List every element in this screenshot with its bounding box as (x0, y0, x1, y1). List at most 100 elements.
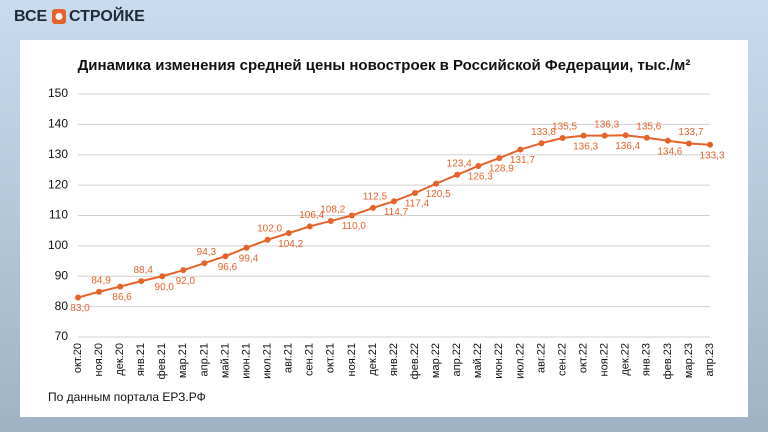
data-label: 104,2 (278, 239, 303, 250)
y-tick-label: 140 (48, 117, 68, 131)
y-tick-label: 70 (55, 329, 69, 343)
data-point (96, 288, 103, 295)
data-label: 102,0 (257, 223, 282, 234)
data-point (75, 294, 81, 301)
x-tick-label: ноя.20 (93, 343, 105, 376)
x-tick-label: мар.23 (683, 343, 695, 378)
x-tick-label: мар.21 (177, 343, 189, 378)
x-tick-label: май.21 (219, 343, 231, 378)
data-point (264, 236, 271, 243)
data-point (369, 204, 376, 211)
x-tick-label: янв.23 (641, 343, 653, 376)
data-point (707, 141, 713, 148)
data-point (348, 212, 355, 219)
data-label: 112,5 (363, 192, 388, 203)
data-label: 86,6 (112, 292, 132, 303)
data-point (412, 190, 419, 197)
data-label: 133,7 (678, 127, 703, 138)
source-note: По данным портала ЕРЗ.РФ (48, 390, 206, 404)
data-label: 133,3 (699, 150, 724, 161)
data-label: 136,4 (615, 141, 640, 152)
logo-left: ВСЕ (14, 8, 48, 25)
data-point (285, 230, 292, 237)
data-point (243, 244, 250, 251)
x-tick-label: окт.20 (72, 343, 84, 373)
data-point (117, 283, 124, 290)
x-tick-label: янв.21 (135, 343, 147, 376)
data-point (538, 140, 545, 147)
data-point (159, 273, 166, 280)
x-tick-label: мар.22 (430, 343, 442, 378)
x-tick-label: июн.21 (240, 343, 252, 379)
data-label: 106,4 (299, 210, 324, 221)
data-point (306, 223, 313, 230)
data-point (433, 180, 440, 187)
x-tick-label: сен.21 (304, 343, 316, 376)
data-label: 126,3 (468, 172, 493, 183)
data-label: 83,0 (70, 303, 90, 314)
data-label: 133,8 (531, 127, 556, 138)
data-label: 88,4 (133, 265, 153, 276)
data-point (180, 267, 187, 274)
y-tick-label: 130 (48, 147, 68, 161)
data-point (622, 132, 629, 139)
x-tick-label: фев.23 (662, 343, 674, 379)
data-point (222, 253, 229, 260)
data-point (201, 260, 208, 267)
x-tick-label: ноя.21 (346, 343, 358, 376)
data-label: 94,3 (197, 247, 217, 258)
x-tick-label: фев.22 (409, 343, 421, 379)
logo-mark-hole (55, 13, 63, 20)
x-tick-label: дек.20 (114, 343, 126, 376)
data-point (559, 135, 566, 142)
data-label: 123,4 (447, 158, 472, 169)
data-label: 131,7 (510, 155, 535, 166)
y-tick-label: 110 (49, 208, 68, 222)
data-label: 96,6 (218, 262, 238, 273)
data-point (391, 198, 397, 205)
data-label: 90,0 (155, 282, 175, 293)
y-tick-label: 150 (48, 86, 68, 100)
y-tick-label: 120 (48, 177, 68, 191)
data-label: 135,5 (552, 122, 577, 133)
data-point (601, 132, 608, 139)
data-label: 128,9 (489, 164, 514, 175)
y-tick-label: 90 (55, 268, 69, 282)
data-label: 108,2 (320, 205, 345, 216)
y-tick-label: 100 (48, 238, 68, 252)
x-tick-label: окт.21 (325, 343, 337, 373)
data-point (138, 278, 145, 285)
x-tick-label: июл.22 (514, 343, 526, 379)
logo-right: СТРОЙКЕ (69, 6, 145, 25)
x-tick-label: июн.22 (493, 343, 505, 379)
x-tick-label: янв.22 (388, 343, 400, 376)
data-label: 117,4 (405, 199, 430, 210)
x-tick-label: май.22 (472, 343, 484, 378)
data-point (496, 155, 503, 162)
data-point (327, 217, 334, 224)
data-point (580, 132, 587, 139)
data-label: 114,7 (384, 207, 409, 218)
x-tick-label: окт.22 (578, 343, 590, 373)
y-tick-label: 80 (55, 299, 69, 313)
data-label: 84,9 (91, 275, 111, 286)
panel (20, 40, 748, 417)
data-point (664, 137, 671, 144)
data-point (643, 134, 650, 141)
data-point (517, 146, 524, 153)
data-label: 136,3 (594, 119, 619, 130)
x-tick-label: авг.21 (283, 343, 295, 373)
x-tick-label: дек.22 (620, 343, 632, 376)
data-point (475, 162, 482, 169)
x-tick-label: сен.22 (556, 343, 568, 376)
data-point (454, 171, 461, 178)
x-tick-label: июл.21 (262, 343, 274, 379)
x-tick-label: дек.21 (367, 343, 379, 376)
data-label: 135,6 (636, 121, 661, 132)
data-label: 110,0 (342, 221, 367, 232)
data-point (685, 140, 692, 147)
x-tick-label: апр.21 (198, 343, 210, 376)
x-tick-label: апр.22 (451, 343, 463, 376)
data-label: 136,3 (573, 141, 598, 152)
